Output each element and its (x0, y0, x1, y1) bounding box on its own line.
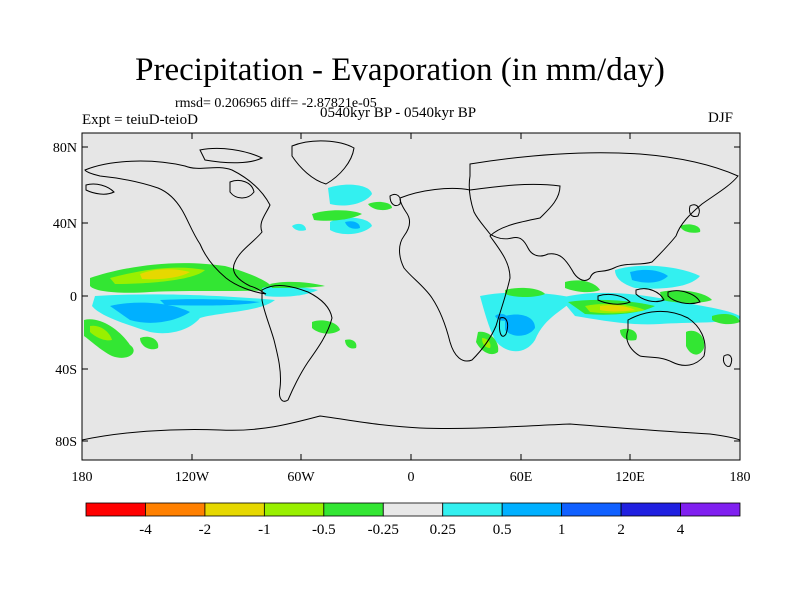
longitude-axis: 180 120W 60W 0 60E 120E 180 (72, 133, 751, 485)
lat-tick-label: 40N (53, 217, 77, 232)
colorbar-label: -4 (139, 522, 152, 538)
lon-tick-label: 120E (615, 470, 645, 485)
atlantic-eq-cyan (262, 285, 318, 297)
south-atlantic-green (312, 320, 340, 334)
colorbar-label: 2 (617, 522, 625, 538)
colorbar-swatch (620, 502, 681, 517)
colorbar-swatch (501, 502, 563, 517)
colorbar-label: -1 (258, 522, 271, 538)
colorbar-swatch (263, 502, 325, 517)
australia-west-green (620, 328, 637, 341)
colorbar-label: 0.25 (430, 522, 456, 538)
colorbar-swatch (442, 502, 503, 517)
colorbar-swatch (85, 502, 146, 517)
maritime-north-green (565, 280, 600, 293)
colorbar-swatch (382, 502, 444, 517)
north-america-coast (84, 160, 271, 295)
greenland-coast (291, 140, 355, 185)
pacific-band-blue (160, 299, 260, 306)
new-zealand-coast (723, 354, 733, 367)
south-america-coast (261, 285, 333, 402)
australia-east-green (686, 330, 705, 355)
map-title: Precipitation - Evaporation (in mm/day) (135, 52, 665, 88)
uk-coast (389, 193, 401, 207)
lon-tick-label: 60E (510, 470, 533, 485)
colorbar-label: 4 (677, 522, 685, 538)
north-atlantic-green-2 (368, 201, 392, 211)
colorbar-label: -2 (199, 522, 212, 538)
south-atlantic-green-2 (345, 339, 357, 349)
hudson-bay-coast (229, 179, 255, 199)
pacific-itcz-yellow (140, 269, 190, 280)
indian-ocean-blue (505, 314, 535, 336)
lat-tick-label: 0 (70, 290, 77, 305)
stats-text: rmsd= 0.206965 diff= -2.87821e-05 (175, 96, 377, 111)
japan-coast (689, 204, 700, 217)
indonesia-coast (597, 288, 701, 305)
lat-tick-label: 80S (55, 435, 77, 450)
coastlines (82, 140, 740, 441)
maritime-yellow (600, 305, 635, 312)
west-pacific-green (680, 224, 701, 233)
north-atlantic-cyan (328, 184, 372, 206)
lon-tick-label: 60W (287, 470, 315, 485)
north-atlantic-blue (345, 221, 360, 229)
colorbar-swatch (323, 502, 384, 517)
colorbar-swatch (680, 502, 741, 517)
sw-pacific-lime (90, 325, 112, 341)
madagascar-coast (499, 317, 509, 337)
lon-tick-label: 120W (175, 470, 210, 485)
lon-tick-label: 0 (408, 470, 415, 485)
canadian-arctic-coast (199, 147, 264, 164)
lon-tick-label: 180 (730, 470, 751, 485)
latitude-axis: 80N 40N 0 40S 80S (53, 141, 740, 450)
anomaly-fields (84, 184, 740, 358)
south-pacific-green (140, 336, 159, 350)
colorbar-swatch (204, 502, 265, 517)
far-east-pacific-green (712, 314, 740, 325)
europe-africa-coast (399, 183, 561, 362)
lat-tick-label: 80N (53, 141, 77, 156)
colorbar-label: 0.5 (493, 522, 512, 538)
colorbar-swatch (561, 502, 622, 517)
indian-north-green (505, 287, 545, 297)
alaska-coast (85, 183, 115, 195)
colorbar-label: -0.25 (368, 522, 399, 538)
antarctica-coast (82, 415, 740, 441)
period-label: 0540kyr BP - 0540kyr BP (320, 105, 477, 121)
colorbar-label: 1 (558, 522, 566, 538)
australia-coast (626, 310, 706, 366)
atlantic-eq-green (270, 281, 325, 288)
north-atlantic-green (312, 210, 362, 221)
lat-tick-label: 40S (55, 363, 77, 378)
warm-pool-blue (630, 269, 668, 283)
colorbar-label: -0.5 (312, 522, 336, 538)
colorbar-swatch (145, 502, 206, 517)
experiment-label: Expt = teiuD-teioD (82, 112, 198, 128)
south-pacific-blue (110, 302, 190, 323)
colorbar: -4 -2 -1 -0.5 -0.25 0.25 0.5 1 2 4 (85, 502, 741, 538)
asia-coast (468, 152, 739, 281)
north-atlantic-cyan-3 (292, 223, 306, 231)
lon-tick-label: 180 (72, 470, 93, 485)
season-label: DJF (708, 110, 734, 126)
